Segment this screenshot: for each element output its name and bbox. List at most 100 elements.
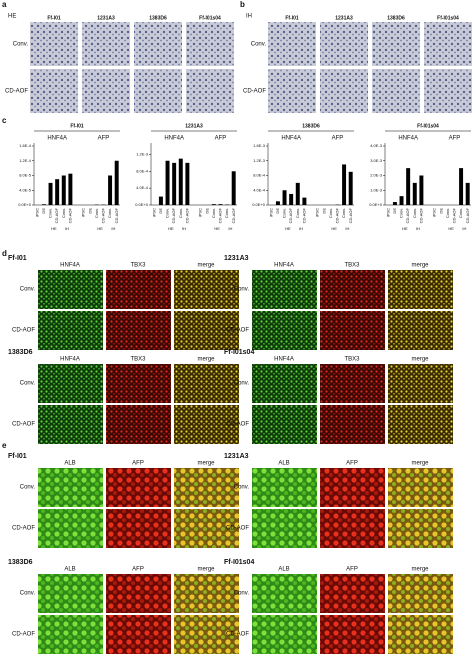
row-label: CD-AOF — [226, 422, 249, 428]
y-tick-label: 0.0E+0 — [369, 202, 383, 207]
micrograph — [252, 405, 317, 444]
column-header: Ff-I01 — [285, 15, 299, 21]
micrograph — [388, 615, 453, 654]
micrograph — [38, 311, 103, 350]
bar — [342, 164, 347, 205]
category-label: Conv. — [412, 208, 417, 218]
category-label: iPSC — [198, 208, 203, 217]
bar — [48, 182, 53, 205]
micrograph — [388, 270, 453, 309]
column-header: merge — [411, 461, 429, 467]
category-label: Conv. — [165, 208, 170, 218]
bar — [218, 204, 223, 205]
category-label: Conv. — [94, 208, 99, 218]
category-label: iPSC — [81, 208, 86, 217]
micrograph — [252, 509, 317, 548]
category-label: Conv. — [48, 208, 53, 218]
micrograph — [320, 22, 368, 66]
column-header: merge — [411, 567, 429, 573]
series-label: AFP — [449, 136, 461, 142]
micrograph — [186, 22, 234, 66]
y-tick-label: 4.0E-4 — [253, 187, 266, 192]
row-label: CD-AOF — [12, 526, 35, 532]
bar — [419, 175, 424, 205]
y-tick-label: 1.0E-3 — [370, 187, 383, 192]
stage-label: HE — [214, 226, 220, 231]
micrograph — [82, 22, 130, 66]
column-header: 1231A3 — [97, 15, 115, 21]
stage-label: HE — [331, 226, 337, 231]
stage-label: IH — [299, 226, 303, 231]
stage-label: HE — [168, 226, 174, 231]
column-header: merge — [411, 263, 429, 269]
row-label: CD-AOF — [5, 89, 28, 95]
column-header: ALB — [278, 461, 289, 467]
row-label: CD-AOF — [226, 328, 249, 334]
column-header: ALB — [278, 567, 289, 573]
column-header: AFP — [132, 461, 144, 467]
micrograph — [388, 468, 453, 507]
block-title: 1383D6 — [8, 349, 33, 356]
bar — [178, 158, 183, 205]
micrograph — [424, 69, 472, 113]
micrograph — [372, 69, 420, 113]
panel-letter: c — [2, 116, 7, 125]
category-label: Conv. — [107, 208, 112, 218]
bar — [158, 196, 163, 205]
micrograph — [106, 615, 171, 654]
row-label: CD-AOF — [12, 632, 35, 638]
micrograph — [320, 574, 385, 613]
category-label: iPSC — [432, 208, 437, 217]
row-label: Conv. — [20, 287, 36, 293]
category-label: Conv. — [211, 208, 216, 218]
category-label: Conv. — [178, 208, 183, 218]
category-label: CD-AOF — [231, 207, 236, 223]
block-title: 1383D6 — [8, 559, 33, 566]
micrograph — [174, 468, 239, 507]
stage-label: IH — [182, 226, 186, 231]
column-header: merge — [197, 357, 215, 363]
category-label: Conv. — [61, 208, 66, 218]
stain-label: IH — [246, 14, 252, 20]
column-header: merge — [197, 263, 215, 269]
micrograph — [38, 509, 103, 548]
bar — [68, 173, 73, 205]
stage-label: IH — [111, 226, 115, 231]
panel-letter: d — [2, 249, 7, 258]
category-label: Conv. — [282, 208, 287, 218]
category-label: CD-AOF — [101, 207, 106, 223]
bar — [295, 182, 300, 205]
category-label: Conv. — [295, 208, 300, 218]
category-label: Conv. — [328, 208, 333, 218]
series-label: HNF4A — [398, 136, 418, 142]
stage-label: HE — [448, 226, 454, 231]
category-label: DE — [87, 208, 92, 214]
row-label: CD-AOF — [12, 422, 35, 428]
series-label: HNF4A — [47, 136, 67, 142]
row-label: Conv. — [13, 42, 29, 48]
micrograph — [106, 509, 171, 548]
micrograph — [106, 468, 171, 507]
column-header: 1383D6 — [149, 15, 167, 21]
micrograph — [174, 364, 239, 403]
column-header: merge — [411, 357, 429, 363]
category-label: iPSC — [34, 208, 39, 217]
category-label: CD-AOF — [418, 207, 423, 223]
micrograph — [174, 615, 239, 654]
category-label: DE — [438, 208, 443, 214]
category-label: Conv. — [399, 208, 404, 218]
bar — [406, 168, 411, 205]
bar — [165, 160, 170, 205]
bar — [231, 171, 236, 205]
panel-letter: a — [2, 0, 7, 9]
column-header: AFP — [346, 567, 358, 573]
y-tick-label: 4.0E-3 — [370, 143, 383, 148]
micrograph — [38, 270, 103, 309]
bar — [282, 190, 287, 205]
row-label: Conv. — [234, 287, 250, 293]
bar — [275, 201, 280, 205]
y-tick-label: 8.0E-4 — [253, 173, 266, 178]
micrograph — [388, 311, 453, 350]
chart-title: Ff-I01s04 — [417, 123, 439, 129]
series-label: AFP — [98, 136, 110, 142]
